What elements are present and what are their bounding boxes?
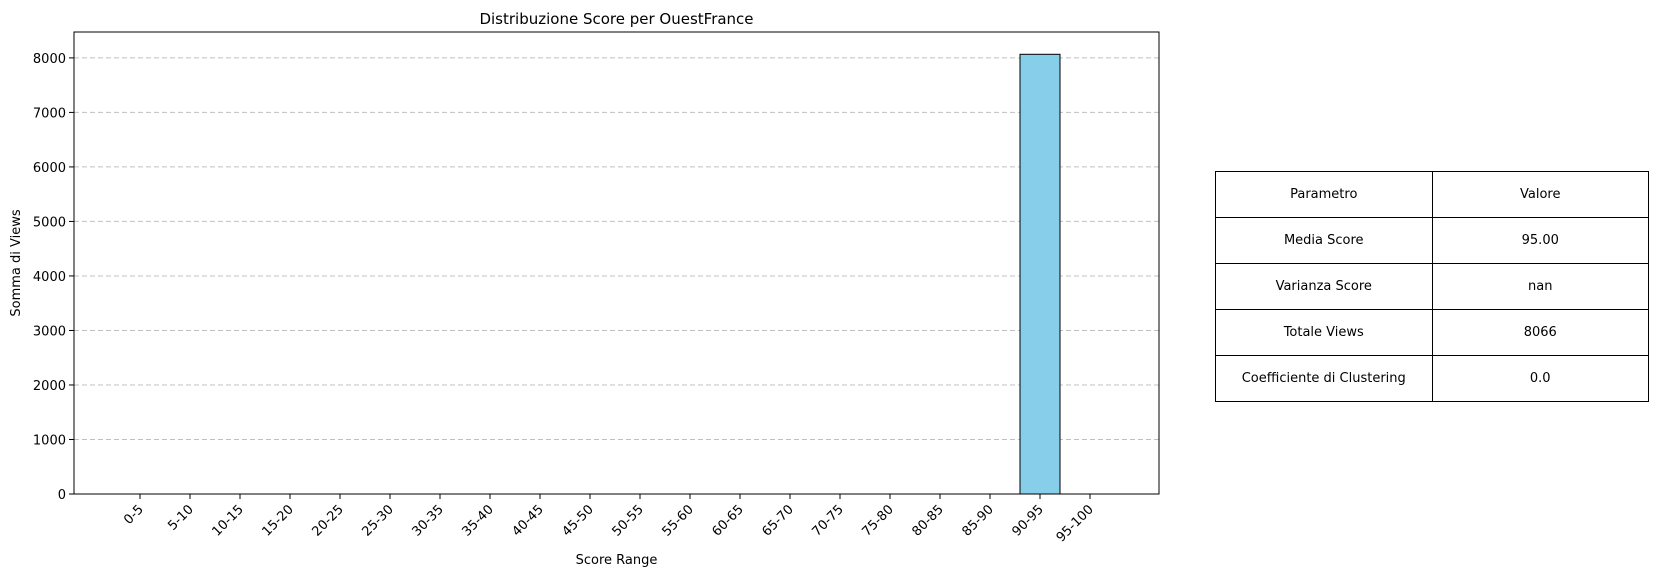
bars (1019, 53, 1061, 495)
table-cell: Totale Views (1215, 309, 1433, 356)
x-tick-label: 25-30 (360, 502, 397, 539)
x-tick-label: 40-45 (510, 502, 547, 539)
x-tick-label: 60-65 (710, 502, 747, 539)
x-tick-label: 95-100 (1054, 502, 1097, 545)
y-tick-label: 4000 (33, 270, 66, 285)
x-tick-label: 65-70 (760, 502, 797, 539)
chart-title: Distribuzione Score per OuestFrance (479, 10, 753, 28)
table-cell: 95.00 (1431, 217, 1649, 264)
y-tick-label: 0 (58, 488, 66, 503)
x-tick-label: 20-25 (310, 502, 347, 539)
x-axis-label: Score Range (576, 553, 658, 568)
stats-table-container: Parametro Valore Media Score 95.00 Varia… (1215, 171, 1649, 402)
grid-lines (74, 57, 1159, 495)
y-axis: 0 1000 2000 3000 4000 5000 6000 7000 8000 (33, 52, 74, 503)
table-header-row: Parametro Valore (1215, 171, 1649, 218)
table-header-cell: Valore (1431, 171, 1649, 218)
x-tick-label: 70-75 (810, 502, 847, 539)
x-tick-label: 55-60 (660, 502, 697, 539)
x-tick-label: 15-20 (260, 502, 297, 539)
x-tick-label: 0-5 (121, 502, 147, 528)
y-tick-label: 5000 (33, 215, 66, 230)
x-tick-label: 5-10 (165, 502, 196, 533)
x-axis: 0-5 5-10 10-15 15-20 20-25 25-30 30-35 35-40 40-… (121, 494, 1097, 545)
y-tick-label: 6000 (33, 161, 66, 176)
table-row: Coefficiente di Clustering 0.0 (1215, 355, 1649, 402)
plot-frame (73, 31, 1160, 495)
y-axis-label: Somma di Views (9, 209, 24, 316)
x-tick-label: 50-55 (610, 502, 647, 539)
y-tick-label: 1000 (33, 433, 66, 448)
x-tick-label: 10-15 (210, 502, 247, 539)
table-cell: Varianza Score (1215, 263, 1433, 310)
bar (1019, 53, 1061, 495)
x-tick-label: 90-95 (1010, 502, 1047, 539)
stats-table: Parametro Valore Media Score 95.00 Varia… (1215, 171, 1649, 402)
table-row: Media Score 95.00 (1215, 217, 1649, 264)
y-tick-label: 3000 (33, 324, 66, 339)
y-tick-label: 7000 (33, 106, 66, 121)
y-tick-label: 8000 (33, 52, 66, 67)
table-cell: Media Score (1215, 217, 1433, 264)
x-tick-label: 45-50 (560, 502, 597, 539)
table-cell: 8066 (1431, 309, 1649, 356)
table-cell: Coefficiente di Clustering (1215, 355, 1433, 402)
table-cell: nan (1431, 263, 1649, 310)
y-tick-label: 2000 (33, 379, 66, 394)
table-row: Totale Views 8066 (1215, 309, 1649, 356)
table-header-cell: Parametro (1215, 171, 1433, 218)
table-cell: 0.0 (1431, 355, 1649, 402)
table-row: Varianza Score nan (1215, 263, 1649, 310)
x-tick-label: 75-80 (860, 502, 897, 539)
x-tick-label: 85-90 (960, 502, 997, 539)
x-tick-label: 80-85 (910, 502, 947, 539)
x-tick-label: 30-35 (410, 502, 447, 539)
x-tick-label: 35-40 (460, 502, 497, 539)
